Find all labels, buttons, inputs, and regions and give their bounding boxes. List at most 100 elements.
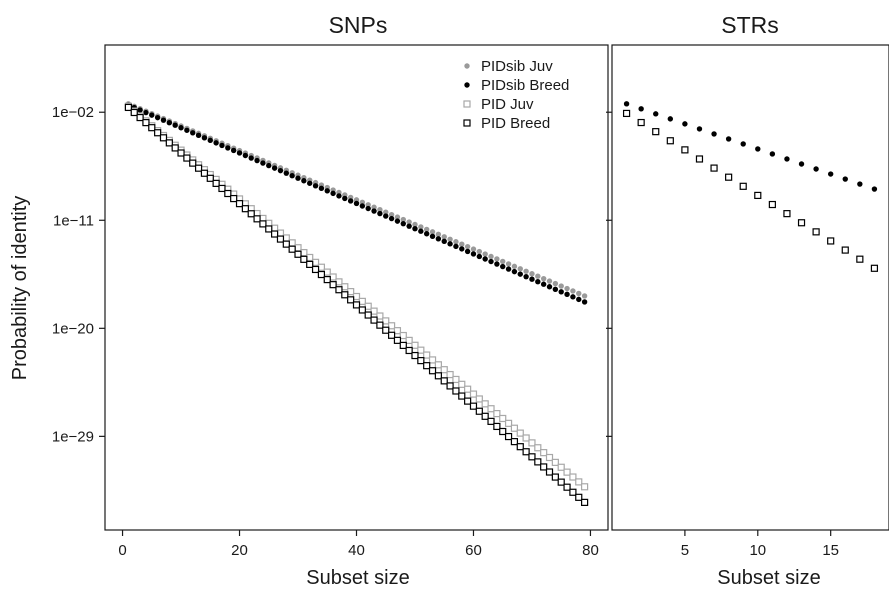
- strs-series-1-point: [812, 228, 820, 236]
- snps-series-2-point: [581, 483, 589, 491]
- snps-series-1-point: [570, 294, 576, 300]
- snps-series-1-point: [400, 220, 406, 227]
- strs-series-1-point: [695, 155, 704, 163]
- snps-series-2-point: [557, 463, 565, 471]
- strs-panel-title: STRs: [721, 12, 779, 38]
- snps-series-3-point: [317, 270, 326, 279]
- snps-series-2-point: [522, 434, 530, 442]
- snps-series-3-point: [545, 468, 554, 476]
- snps-series-0-point: [552, 280, 559, 287]
- snps-series-2-point: [504, 419, 513, 427]
- snps-series-1-point: [529, 276, 535, 282]
- snps-series-2-point: [417, 346, 425, 354]
- snps-series-3-point: [387, 331, 396, 339]
- snps-series-3-point: [534, 458, 542, 466]
- snps-series-3-point: [528, 453, 536, 461]
- snps-series-0-point: [406, 219, 412, 225]
- snps-series-1-point: [219, 142, 225, 149]
- snps-series-3-point: [130, 108, 138, 117]
- snps-series-2-point: [569, 473, 577, 481]
- snps-series-1-point: [429, 233, 436, 239]
- strs-series-1-point: [856, 255, 864, 263]
- y-axis-title: Probability of identity: [9, 196, 31, 381]
- snps-series-2-point: [364, 302, 372, 310]
- snps-series-3-point: [323, 275, 331, 284]
- snps-x-tick-label: 0: [118, 542, 126, 559]
- strs-series-1-point: [681, 146, 689, 154]
- snps-series-3-point: [218, 184, 226, 193]
- snps-series-1-point: [377, 210, 383, 217]
- strs-series-1-point: [666, 137, 674, 145]
- snps-series-2-point: [341, 283, 349, 291]
- strs-series-1-point: [870, 264, 879, 272]
- snps-series-3-point: [206, 174, 214, 182]
- strs-series-0-point: [740, 141, 746, 147]
- snps-series-0-point: [459, 241, 465, 247]
- snps-series-2-point: [323, 268, 331, 276]
- snps-series-3-point: [469, 402, 478, 410]
- snps-series-1-point: [558, 289, 564, 295]
- strs-series-0-point: [623, 101, 630, 107]
- snps-series-3-point: [434, 372, 442, 380]
- snps-series-2-point: [452, 375, 460, 384]
- snps-series-0-point: [371, 204, 377, 210]
- snps-series-1-point: [406, 223, 412, 229]
- snps-series-1-point: [230, 147, 237, 154]
- snps-series-1-point: [347, 198, 354, 204]
- strs-series-1-point: [725, 173, 733, 181]
- legend-marker: [463, 119, 471, 127]
- snps-series-3-point: [177, 149, 185, 157]
- snps-series-3-point: [276, 235, 285, 243]
- snps-series-1-point: [359, 203, 366, 209]
- snps-series-0-point: [470, 246, 477, 252]
- snps-series-2-point: [499, 414, 507, 423]
- snps-panel-title: SNPs: [329, 12, 388, 38]
- snps-series-1-point: [307, 180, 313, 186]
- snps-series-3-point: [575, 493, 583, 501]
- strs-series-1-point: [710, 164, 718, 172]
- snps-series-1-point: [505, 266, 512, 272]
- snps-series-3-point: [288, 245, 296, 253]
- snps-series-3-point: [557, 478, 565, 486]
- snps-series-3-point: [189, 159, 197, 167]
- snps-series-1-point: [418, 228, 424, 234]
- snps-series-3-point: [393, 336, 402, 344]
- snps-series-3-point: [452, 387, 460, 395]
- strs-series-0-point: [784, 156, 790, 162]
- strs-series-0-point: [711, 131, 717, 137]
- snps-series-1-point: [581, 299, 588, 305]
- y-tick-label: 1e−20: [52, 320, 94, 337]
- snps-series-3-point: [551, 473, 559, 481]
- snps-series-0-point: [482, 251, 488, 257]
- legend-label: PID Breed: [481, 115, 550, 132]
- snps-series-2-point: [311, 258, 320, 266]
- snps-series-0-point: [511, 263, 518, 270]
- snps-series-1-point: [342, 195, 348, 202]
- snps-series-1-point: [137, 107, 143, 113]
- snps-series-2-point: [294, 244, 302, 252]
- snps-series-0-point: [581, 293, 588, 299]
- snps-series-2-point: [510, 424, 519, 432]
- snps-series-3-point: [194, 164, 203, 172]
- strs-series-0-point: [653, 111, 659, 117]
- snps-series-3-point: [165, 139, 173, 147]
- snps-series-3-point: [306, 260, 314, 268]
- snps-series-3-point: [159, 134, 168, 142]
- snps-series-1-point: [383, 213, 389, 219]
- snps-series-1-point: [423, 231, 430, 237]
- snps-x-tick-label: 60: [465, 542, 482, 559]
- snps-series-3-point: [499, 427, 507, 436]
- y-tick-label: 1e−02: [52, 104, 94, 121]
- snps-series-2-point: [393, 327, 402, 335]
- snps-series-2-point: [282, 234, 290, 242]
- snps-series-1-point: [283, 170, 290, 176]
- snps-series-3-point: [516, 443, 524, 451]
- strs-series-1-point: [797, 219, 806, 227]
- strs-series-0-point: [696, 126, 703, 132]
- snps-series-1-point: [441, 238, 447, 245]
- strs-series-1-point: [754, 191, 762, 200]
- snps-series-0-point: [423, 226, 430, 233]
- snps-series-0-point: [441, 234, 447, 240]
- snps-series-1-point: [447, 241, 453, 247]
- snps-series-3-point: [259, 220, 267, 228]
